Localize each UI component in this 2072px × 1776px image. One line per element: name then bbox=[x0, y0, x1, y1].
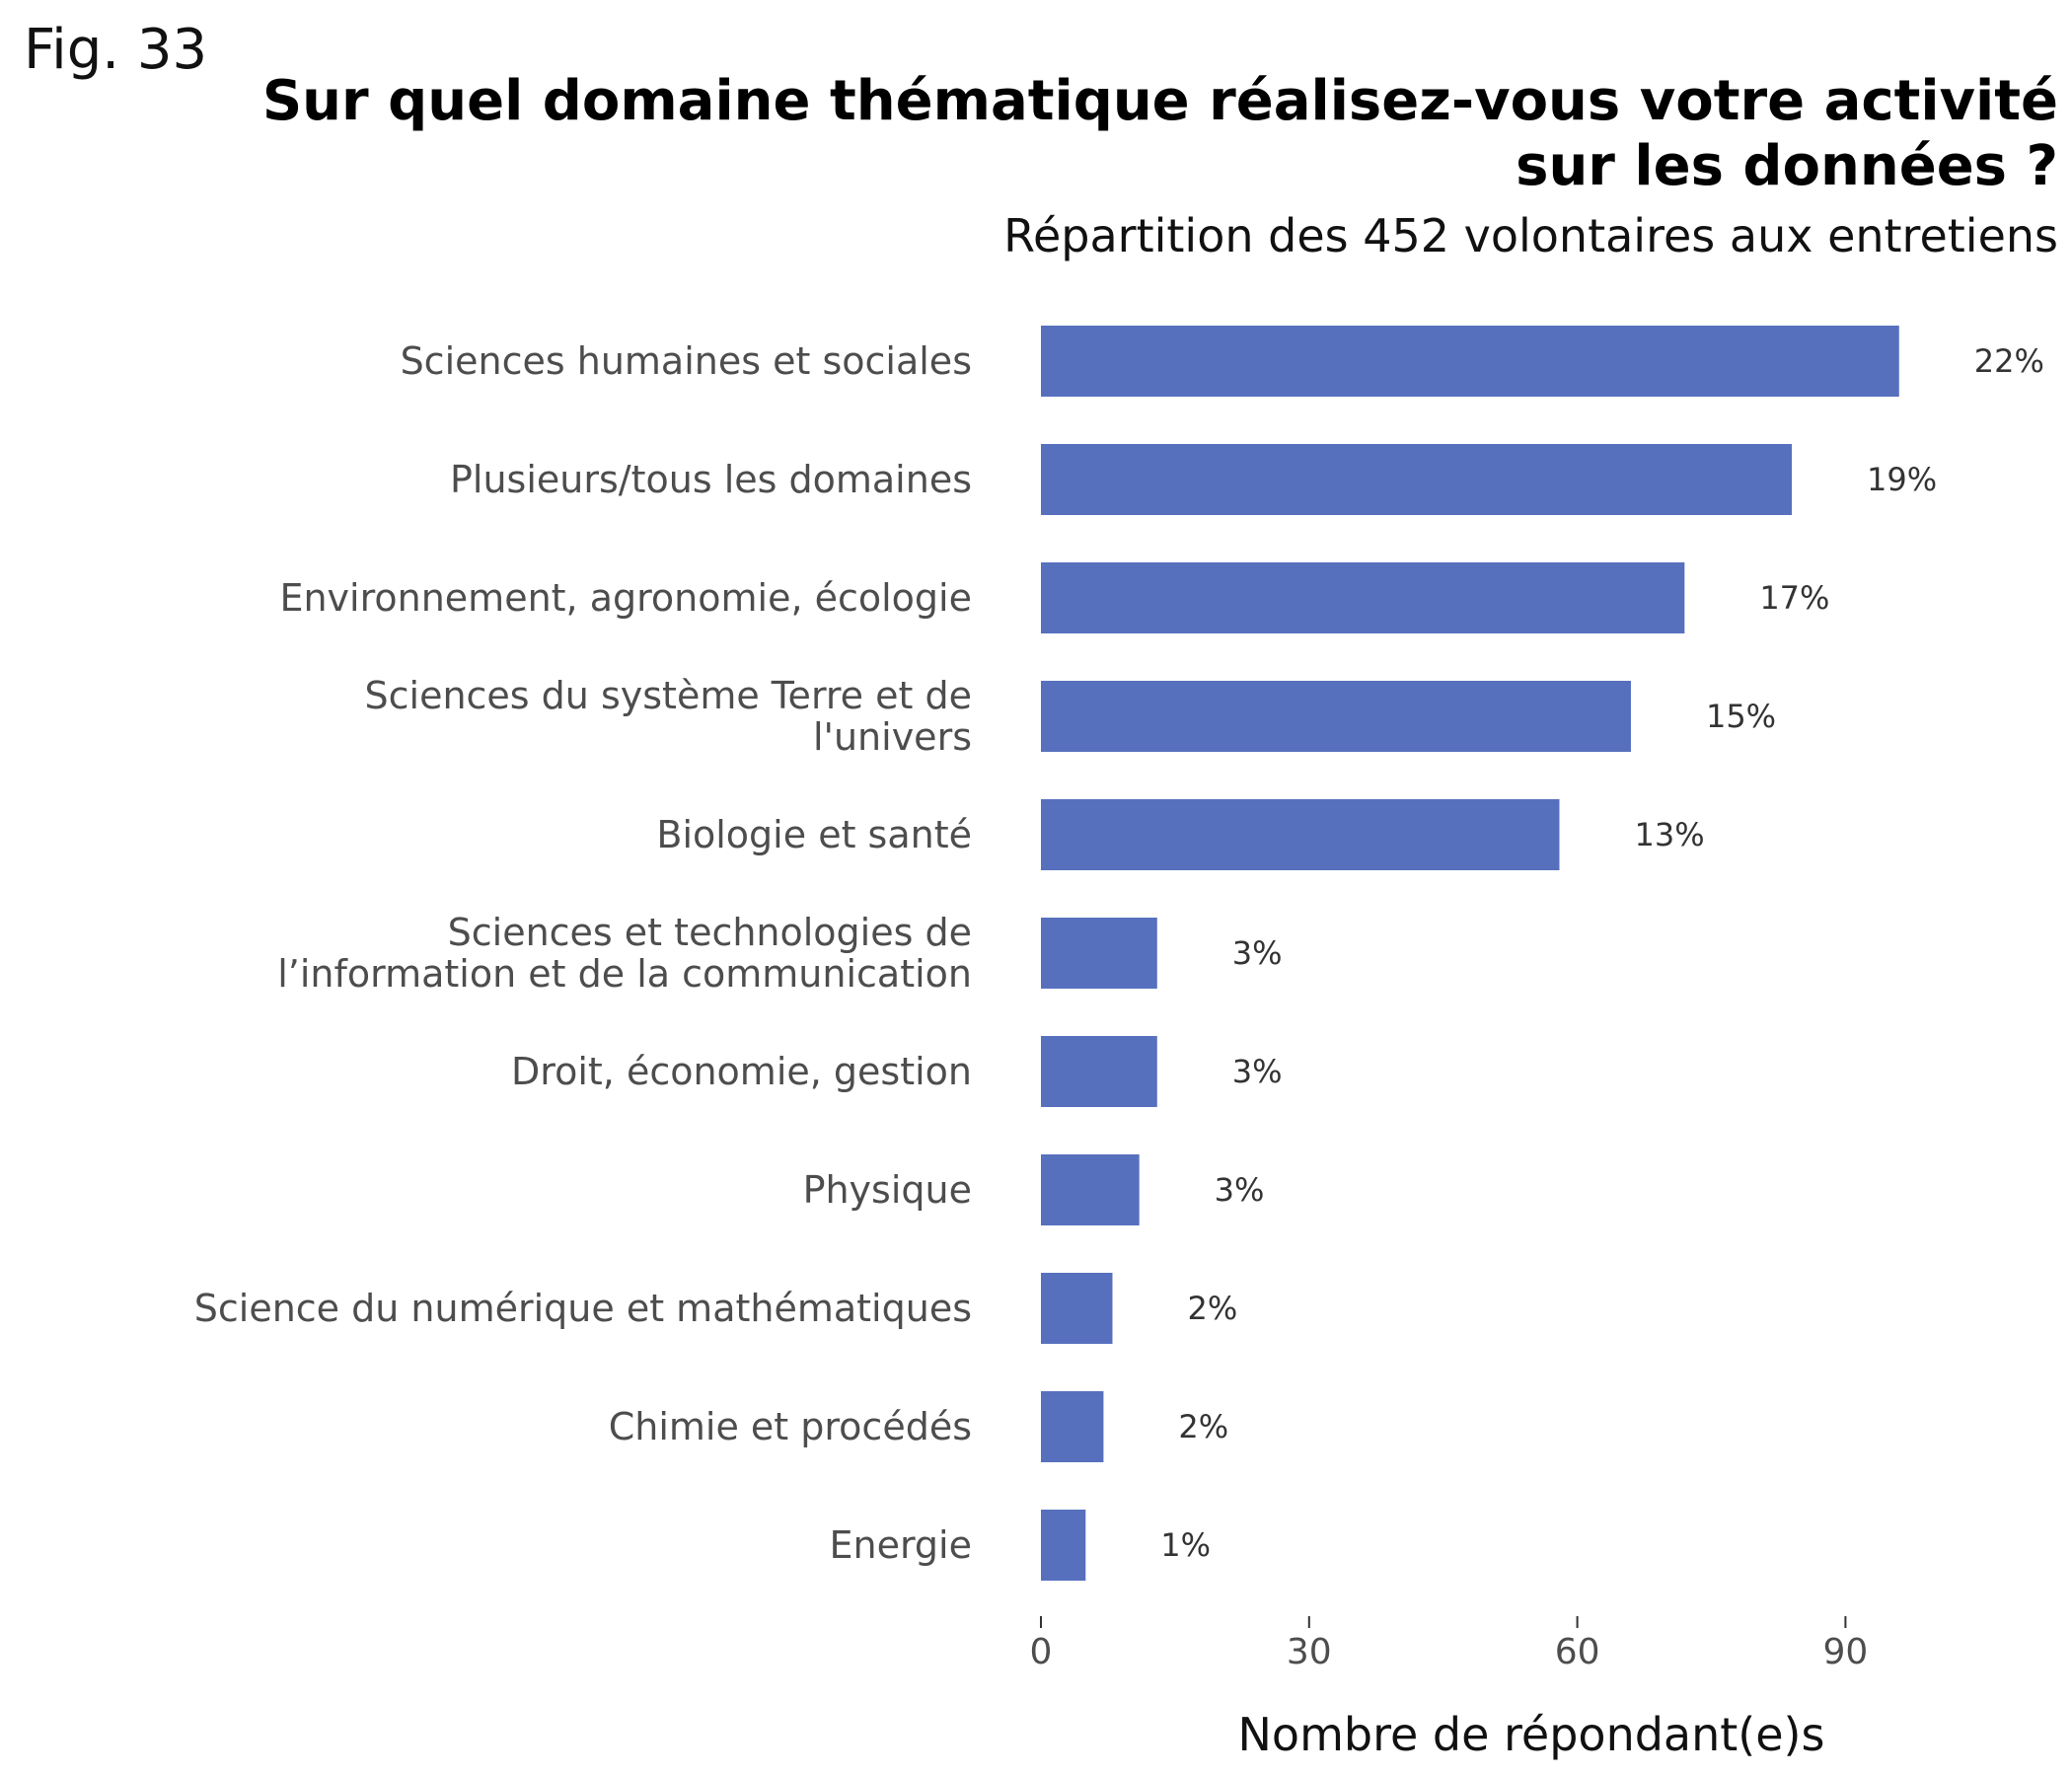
x-tick-label: 0 bbox=[1030, 1632, 1053, 1672]
bar bbox=[1041, 799, 1560, 870]
category-label: Energie bbox=[830, 1523, 973, 1567]
bar bbox=[1041, 326, 1899, 397]
value-labels: 22% 19% 17% 15% 13% 3% 3% 3% 2% 2% 1% bbox=[1160, 342, 2044, 1564]
x-tick-label: 90 bbox=[1822, 1632, 1868, 1672]
category-label: Sciences du système Terre et de l'univers bbox=[365, 674, 973, 759]
bar bbox=[1041, 918, 1157, 989]
category-label: Sciences et technologies de l’information… bbox=[277, 911, 972, 996]
bar-value-label: 2% bbox=[1187, 1290, 1237, 1327]
bar-value-label: 3% bbox=[1215, 1171, 1265, 1209]
bar-value-label: 17% bbox=[1759, 579, 1829, 617]
category-label: Plusieurs/tous les domaines bbox=[450, 458, 972, 501]
category-label: Biologie et santé bbox=[656, 813, 972, 856]
category-label: Chimie et procédés bbox=[609, 1405, 972, 1448]
bar-value-label: 19% bbox=[1867, 461, 1937, 498]
bar bbox=[1041, 1036, 1157, 1107]
category-labels: Sciences humaines et sociales Plusieurs/t… bbox=[194, 339, 972, 1567]
chart-title: Sur quel domaine thématique réalisez-vou… bbox=[261, 69, 2058, 198]
bar bbox=[1041, 562, 1685, 633]
bar-value-label: 22% bbox=[1974, 342, 2044, 380]
bar-value-label: 1% bbox=[1160, 1526, 1211, 1564]
x-axis-title: Nombre de répondant(e)s bbox=[1238, 1708, 1825, 1761]
bar bbox=[1041, 444, 1793, 515]
x-tick-label: 30 bbox=[1287, 1632, 1332, 1672]
bar bbox=[1041, 1154, 1140, 1225]
bar bbox=[1041, 1273, 1113, 1344]
bar-value-label: 13% bbox=[1634, 816, 1704, 853]
bar bbox=[1041, 1391, 1104, 1462]
bar bbox=[1041, 681, 1631, 752]
bar bbox=[1041, 1510, 1086, 1581]
chart-subtitle: Répartition des 452 volontaires aux entr… bbox=[1003, 209, 2058, 262]
bar-value-label: 2% bbox=[1178, 1408, 1228, 1445]
bar-value-label: 3% bbox=[1232, 1053, 1283, 1090]
bar-value-label: 3% bbox=[1232, 934, 1283, 972]
category-label: Sciences humaines et sociales bbox=[401, 339, 972, 383]
x-axis: 0 30 60 90 bbox=[1030, 1616, 1868, 1672]
bar-value-label: 15% bbox=[1706, 698, 1776, 735]
category-label: Physique bbox=[803, 1168, 972, 1212]
category-label: Environnement, agronomie, écologie bbox=[279, 576, 972, 620]
x-tick-label: 60 bbox=[1555, 1632, 1600, 1672]
category-label: Droit, économie, gestion bbox=[511, 1050, 972, 1093]
category-label: Science du numérique et mathématiques bbox=[194, 1287, 972, 1330]
bars bbox=[1041, 326, 1899, 1581]
figure-label: Fig. 33 bbox=[24, 18, 208, 82]
